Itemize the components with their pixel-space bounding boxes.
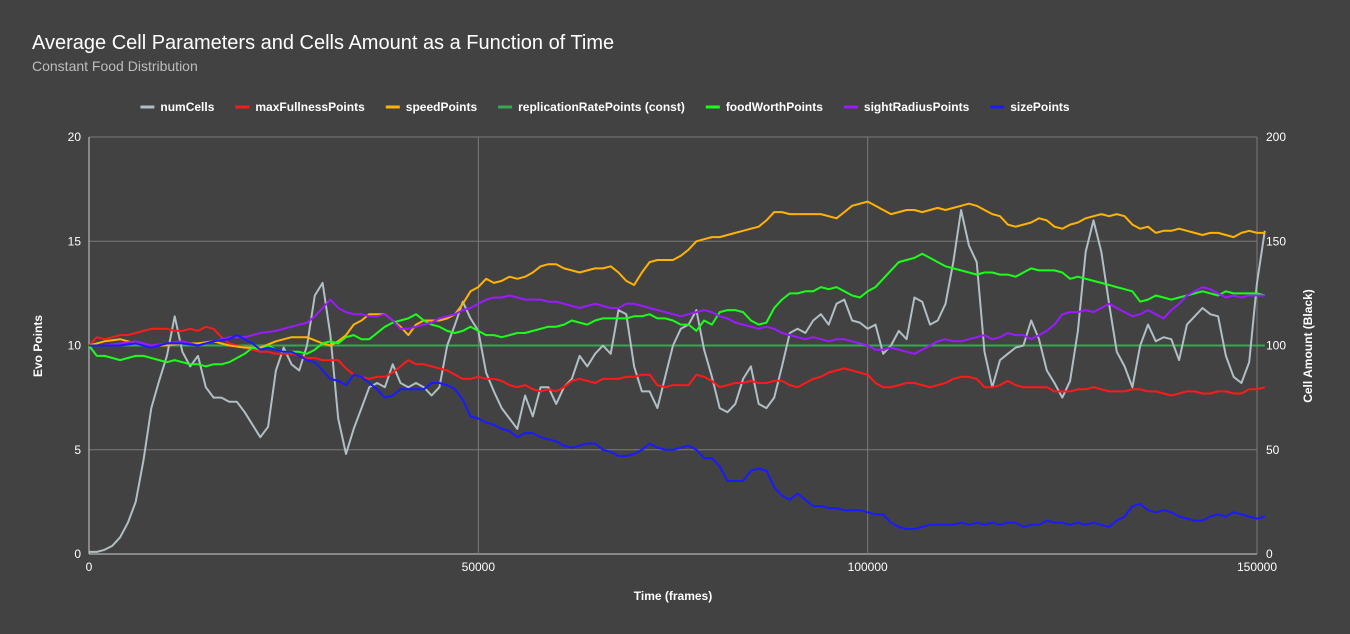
legend-item-maxfullnesspoints[interactable]: maxFullnessPoints: [235, 100, 365, 114]
legend-item-sightradiuspoints[interactable]: sightRadiusPoints: [843, 100, 970, 114]
y-left-tick-label: 15: [68, 234, 82, 248]
plot-area: [88, 200, 1266, 553]
y-right-tick-label: 0: [1266, 547, 1273, 561]
y-right-tick-label: 150: [1266, 234, 1286, 248]
legend-label: numCells: [160, 100, 214, 114]
legend-label: replicationRatePoints (const): [518, 100, 685, 114]
y-axis-right-title: Cell Amount (Black): [1301, 289, 1315, 403]
legend-item-replicationratepoints-const[interactable]: replicationRatePoints (const): [498, 100, 685, 114]
x-axis-title: Time (frames): [634, 589, 712, 603]
series-line-sizepoints: [89, 334, 1266, 530]
x-tick-label: 150000: [1237, 560, 1277, 574]
legend-label: sightRadiusPoints: [864, 100, 970, 114]
series-line-speedpoints: [88, 200, 1265, 349]
chart-title: Average Cell Parameters and Cells Amount…: [32, 32, 614, 54]
x-tick-label: 100000: [848, 560, 888, 574]
legend[interactable]: numCells maxFullnessPoints speedPoints repl…: [140, 100, 1070, 114]
legend-item-speedpoints[interactable]: speedPoints: [385, 100, 478, 114]
y-left-tick-label: 0: [74, 547, 81, 561]
y-right-tick-label: 100: [1266, 339, 1286, 353]
legend-label: sizePoints: [1010, 100, 1070, 114]
series-line-sightradiuspoints: [89, 286, 1265, 355]
legend-item-foodworthpoints[interactable]: foodWorthPoints: [705, 100, 823, 114]
legend-label: speedPoints: [406, 100, 478, 114]
series-line-numcells: [89, 209, 1266, 553]
y-left-tick-label: 20: [68, 130, 82, 144]
x-tick-label: 0: [86, 560, 93, 574]
y-left-tick-label: 5: [74, 443, 81, 457]
legend-item-numcells[interactable]: numCells: [140, 100, 215, 114]
y-axis-left-title: Evo Points: [31, 315, 45, 377]
series-line-maxfullnesspoints: [88, 325, 1266, 397]
x-tick-label: 50000: [462, 560, 496, 574]
y-right-tick-label: 200: [1266, 130, 1286, 144]
chart-subtitle: Constant Food Distribution: [32, 58, 198, 74]
legend-label: maxFullnessPoints: [255, 100, 365, 114]
y-right-tick-label: 50: [1266, 443, 1280, 457]
y-left-tick-label: 10: [68, 339, 82, 353]
legend-label: foodWorthPoints: [726, 100, 823, 114]
legend-item-sizepoints[interactable]: sizePoints: [990, 100, 1070, 114]
